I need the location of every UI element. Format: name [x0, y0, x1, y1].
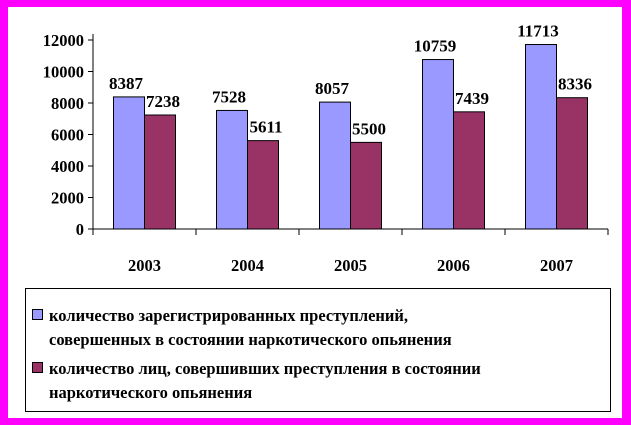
data-label-series-1-2007: 11713 — [517, 22, 559, 41]
data-label-series-2-2003: 7238 — [146, 92, 180, 111]
x-tick-label-2007: 2007 — [540, 256, 573, 275]
y-tick-label-8000: 8000 — [51, 94, 84, 113]
data-label-series-1-2006: 10759 — [414, 37, 457, 56]
legend-item-registered-crimes: количество зарегистрированных преступлен… — [32, 304, 606, 352]
data-label-series-1-2003: 8387 — [109, 74, 144, 93]
legend-label-line: наркотического опьянения — [49, 383, 253, 402]
bar-series-2-2006 — [453, 111, 485, 230]
chart-frame: 8387 7238 2003 7528 5611 2004 8057 5500 2005 1075… — [8, 7, 622, 418]
bar-series-1-2003 — [113, 96, 145, 230]
data-label-series-1-2004: 7528 — [212, 87, 246, 106]
y-tick-label-0: 0 — [76, 220, 84, 239]
bar-series-1-2007 — [525, 44, 557, 230]
legend-label-line: количество лиц, совершивших преступления… — [49, 359, 481, 378]
legend-swatch-series-1 — [32, 309, 43, 320]
bar-series-2-2004 — [247, 140, 279, 230]
x-tick-label-2003: 2003 — [128, 256, 161, 275]
legend-label-series-1: количество зарегистрированных преступлен… — [49, 304, 452, 352]
y-tick-label-12000: 12000 — [43, 31, 84, 50]
bar-series-2-2005 — [350, 141, 382, 230]
bar-series-1-2006 — [422, 59, 454, 230]
data-label-series-2-2005: 5500 — [352, 119, 386, 138]
legend: количество зарегистрированных преступлен… — [25, 288, 611, 412]
bar-series-2-2003 — [144, 114, 176, 230]
x-tick-label-2006: 2006 — [437, 256, 470, 275]
x-tick-label-2005: 2005 — [334, 256, 367, 275]
legend-swatch-series-2 — [32, 362, 43, 373]
y-tick-label-2000: 2000 — [51, 189, 84, 208]
legend-item-persons: количество лиц, совершивших преступления… — [32, 357, 606, 405]
legend-label-series-2: количество лиц, совершивших преступления… — [49, 357, 481, 405]
y-tick-label-6000: 6000 — [51, 126, 84, 145]
data-label-series-1-2005: 8057 — [315, 79, 350, 98]
data-label-series-2-2007: 8336 — [558, 75, 592, 94]
y-tick-label-4000: 4000 — [51, 157, 84, 176]
bar-series-2-2007 — [556, 97, 588, 230]
data-label-series-2-2004: 5611 — [249, 118, 282, 137]
x-tick-label-2004: 2004 — [231, 256, 264, 275]
bar-series-1-2005 — [319, 101, 351, 230]
data-label-series-2-2006: 7439 — [455, 89, 489, 108]
legend-label-line: количество зарегистрированных преступлен… — [49, 306, 409, 325]
legend-label-line: совершенных в состоянии наркотического о… — [49, 330, 452, 349]
y-tick-label-10000: 10000 — [43, 63, 84, 82]
bar-series-1-2004 — [216, 109, 248, 230]
